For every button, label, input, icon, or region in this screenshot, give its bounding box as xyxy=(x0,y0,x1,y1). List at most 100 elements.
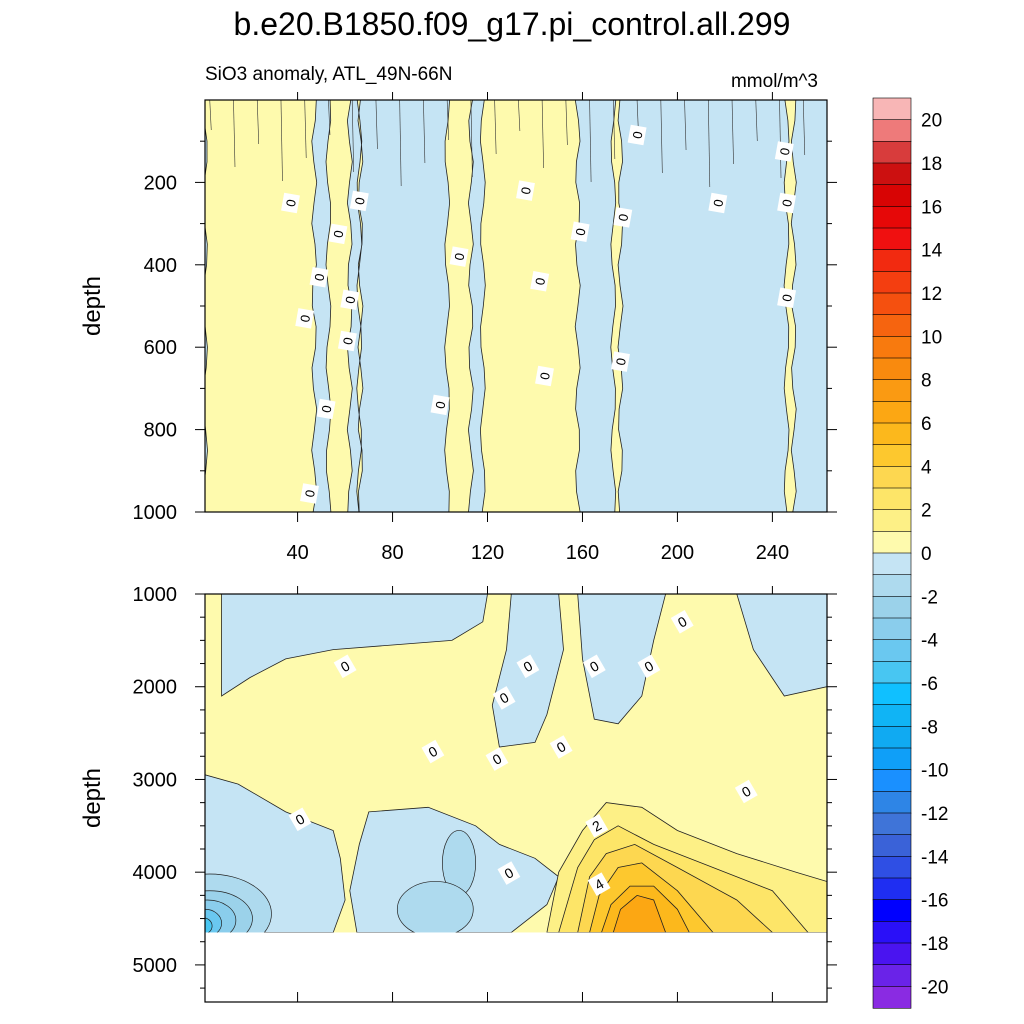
contour-label: 0 xyxy=(328,223,348,245)
colorbar-swatch xyxy=(872,531,912,554)
contour-label: 0 xyxy=(516,654,540,679)
contour-label-text: 0 xyxy=(340,336,356,346)
contour-label-bg xyxy=(587,872,611,896)
contour-label-text: 0 xyxy=(302,489,318,499)
contour-label: 0 xyxy=(281,192,300,214)
contour-streak xyxy=(589,100,592,183)
colorbar-swatch xyxy=(872,921,912,944)
colorbar-tick-label: 2 xyxy=(921,501,932,522)
y-tick-label: 800 xyxy=(144,420,177,442)
colorbar-swatch xyxy=(872,726,912,749)
lower-field-layer xyxy=(205,594,827,934)
contour-label: 0 xyxy=(530,271,550,292)
contour-label-bg xyxy=(777,287,797,309)
contour-label-text: 0 xyxy=(330,229,346,239)
contour-label: 0 xyxy=(316,398,336,420)
contour-label-bg xyxy=(421,739,445,764)
colorbar-swatch xyxy=(872,574,912,597)
colorbar-swatch xyxy=(872,401,912,424)
contour-label-text: 0 xyxy=(297,314,313,324)
contour-label: 0 xyxy=(430,394,450,416)
colorbar-tick-label: -8 xyxy=(921,717,938,738)
contour-label-bg xyxy=(497,861,521,885)
contour-label-text: 0 xyxy=(615,213,631,223)
contour-label: 0 xyxy=(288,807,312,832)
colorbar-tick-label: 12 xyxy=(921,284,942,305)
colorbar-swatch xyxy=(872,747,912,771)
no-data-region xyxy=(205,932,827,934)
contour-label-bg xyxy=(637,654,661,679)
colorbar-swatch xyxy=(872,791,912,814)
colorbar-swatch xyxy=(872,466,912,489)
contour-label-text: 0 xyxy=(319,404,335,414)
colorbar-swatch xyxy=(872,249,912,272)
colorbar-swatch xyxy=(872,379,912,402)
contour-label-bg xyxy=(774,141,794,162)
contour-label-bg xyxy=(300,483,319,504)
contour-streak xyxy=(399,100,402,187)
colorbar-tick-label: 10 xyxy=(921,327,942,348)
colorbar-swatch xyxy=(872,877,912,901)
colorbar-swatch xyxy=(872,986,912,1009)
contour-label-text: 0 xyxy=(342,295,358,305)
contour-label-bg xyxy=(708,192,728,214)
contour-streak xyxy=(446,100,449,141)
colorbar-swatch xyxy=(872,357,912,381)
contour-label-bg xyxy=(535,365,554,387)
contour-streak xyxy=(541,100,544,169)
field-negative xyxy=(736,594,827,697)
contour-streak xyxy=(684,100,687,151)
field-negative-deep xyxy=(205,917,213,934)
contour-label: 0 xyxy=(295,308,315,329)
contour-streak xyxy=(209,100,212,131)
field-positive xyxy=(479,100,581,512)
contour-label: 0 xyxy=(774,141,794,162)
contour-streak xyxy=(565,100,568,146)
contour-label-text: 0 xyxy=(613,357,629,367)
colorbar-swatch xyxy=(872,227,912,251)
contour-label-text: 0 xyxy=(777,147,793,157)
contour-streak xyxy=(256,100,260,145)
contour-label: 0 xyxy=(611,351,630,372)
colorbar-swatch xyxy=(872,422,912,446)
contour-label-text: 0 xyxy=(573,227,589,237)
colorbar-swatch xyxy=(872,271,912,294)
contour-label: 2 xyxy=(585,814,609,838)
contour-label: 0 xyxy=(492,686,516,710)
colorbar-swatch xyxy=(872,292,912,316)
x-tick-label: 160 xyxy=(566,542,599,564)
contour-label-text: 0 xyxy=(518,186,534,196)
contour-label-bg xyxy=(281,192,300,214)
colorbar-swatch xyxy=(872,704,912,727)
contour-streak xyxy=(233,100,236,168)
colorbar-swatch xyxy=(872,162,912,186)
contour-label-bg xyxy=(627,124,647,146)
x-tick-label: 120 xyxy=(471,542,504,564)
contour-label-bg xyxy=(611,351,630,372)
contour-label-bg xyxy=(449,246,469,267)
upper-y-axis-label: depth xyxy=(79,276,106,336)
colorbar-tick-label: 6 xyxy=(921,414,932,435)
upper-axes: 40 80 120 160 200 240 200 400 600 800 1000 xyxy=(133,92,837,564)
contour-label-bg xyxy=(734,779,758,804)
y-tick-label: 600 xyxy=(144,337,177,359)
contour-label-text: 0 xyxy=(432,400,448,410)
field-negative-deep xyxy=(396,881,474,934)
contour-label-bg xyxy=(570,221,590,243)
contour-streak xyxy=(802,100,806,156)
contour-label-bg xyxy=(295,308,315,329)
contour-label: 0 xyxy=(670,610,694,634)
contour-label-bg xyxy=(516,654,540,679)
colorbar-tick-label: 4 xyxy=(921,457,932,478)
colorbar-swatch xyxy=(872,856,912,879)
colorbar-swatch xyxy=(872,812,912,836)
field-positive xyxy=(205,100,318,512)
x-tick-label: 200 xyxy=(661,542,694,564)
contour-label-bg xyxy=(582,654,606,679)
contour-label: 0 xyxy=(708,192,728,214)
colorbar-swatch xyxy=(872,661,912,684)
contour-label: 0 xyxy=(349,190,369,212)
contour-label-text: 0 xyxy=(779,198,795,208)
